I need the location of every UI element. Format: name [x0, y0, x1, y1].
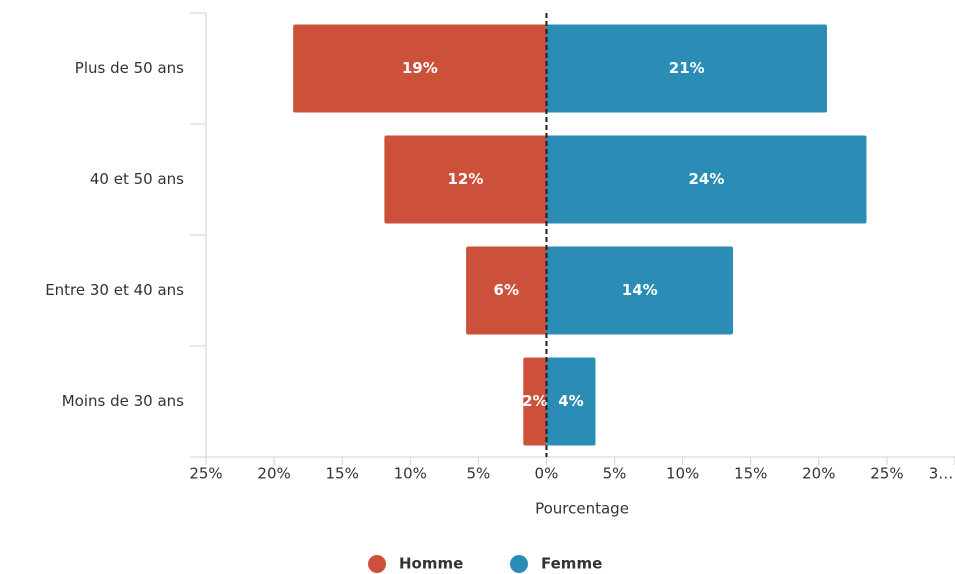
x-tick-label: 5%: [466, 465, 490, 483]
value-label: 4%: [558, 392, 583, 410]
bar: [293, 24, 547, 113]
legend-label: Femme: [541, 555, 602, 573]
x-tick-label: 0%: [535, 465, 559, 483]
value-label: 6%: [494, 281, 519, 299]
x-tick-label: 15%: [326, 465, 359, 483]
x-tick-label: 20%: [257, 465, 290, 483]
x-tick-label: 25%: [870, 465, 903, 483]
x-tick-label: 3…: [929, 465, 954, 483]
x-tick-label: 25%: [189, 465, 222, 483]
bar: [546, 246, 734, 335]
x-tick-label: 20%: [802, 465, 835, 483]
legend-label: Homme: [399, 555, 463, 573]
value-label: 19%: [402, 59, 438, 77]
value-label: 2%: [522, 392, 547, 410]
x-tick-label: 10%: [394, 465, 427, 483]
y-tick-label: Entre 30 et 40 ans: [45, 281, 184, 299]
bar: [384, 135, 547, 224]
bar: [523, 357, 547, 446]
value-label: 24%: [689, 170, 725, 188]
value-label: 14%: [622, 281, 658, 299]
bar: [466, 246, 547, 335]
legend-marker: [368, 555, 386, 573]
x-tick-label: 10%: [666, 465, 699, 483]
x-axis-title: Pourcentage: [535, 500, 629, 518]
x-tick-label: 15%: [734, 465, 767, 483]
bar: [546, 357, 596, 446]
value-label: 21%: [669, 59, 705, 77]
value-label: 12%: [447, 170, 483, 188]
bar: [546, 135, 867, 224]
y-tick-label: 40 et 50 ans: [90, 170, 184, 188]
y-tick-label: Plus de 50 ans: [75, 59, 184, 77]
legend-marker: [510, 555, 528, 573]
y-tick-label: Moins de 30 ans: [62, 392, 184, 410]
x-tick-label: 5%: [603, 465, 627, 483]
bar: [546, 24, 827, 113]
